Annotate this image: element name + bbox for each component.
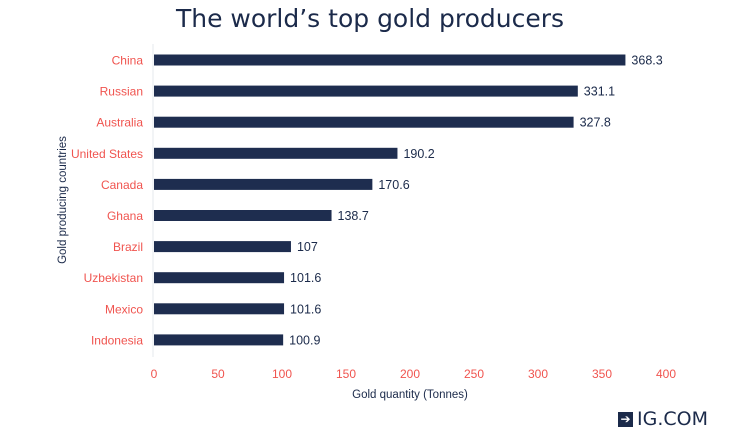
bar-mexico [154, 303, 285, 315]
category-label: Indonesia [91, 333, 143, 347]
bar-australia [154, 116, 574, 128]
value-label: 138.7 [338, 209, 369, 223]
bar-brazil [154, 241, 291, 253]
x-tick-label: 400 [656, 367, 676, 381]
chart-title: The world’s top gold producers [175, 4, 565, 33]
value-label: 100.9 [289, 333, 320, 347]
category-label: Russian [100, 85, 143, 99]
bar-united-states [154, 147, 398, 159]
bar-uzbekistan [154, 272, 285, 284]
value-label: 170.6 [378, 178, 409, 192]
x-tick-label: 200 [400, 367, 420, 381]
x-axis-label: Gold quantity (Tonnes) [352, 389, 468, 401]
bar-china [154, 54, 626, 66]
bar-russian [154, 85, 578, 97]
bar-canada [154, 178, 373, 190]
value-label: 331.1 [584, 85, 615, 99]
category-label: Ghana [107, 209, 143, 223]
category-label: China [112, 54, 144, 68]
x-tick-label: 300 [528, 367, 548, 381]
y-axis-label: Gold producing countries [57, 136, 69, 264]
bar-ghana [154, 210, 332, 221]
category-label: United States [71, 147, 143, 161]
value-label: 107 [297, 240, 318, 254]
category-label: Canada [101, 178, 143, 192]
category-label: Uzbekistan [84, 271, 143, 285]
value-label: 190.2 [403, 147, 434, 161]
x-tick-label: 150 [336, 367, 356, 381]
category-label: Brazil [113, 240, 143, 254]
x-tick-label: 350 [592, 367, 612, 381]
x-tick-label: 50 [211, 367, 225, 381]
category-label: Mexico [105, 302, 143, 316]
x-tick-label: 0 [151, 367, 158, 381]
logo-text: IG.COM [637, 408, 708, 430]
arrow-right-icon: ➔ [618, 411, 633, 427]
value-label: 101.6 [290, 302, 321, 316]
value-label: 327.8 [580, 116, 611, 130]
ig-logo: ➔ IG.COM [618, 408, 708, 430]
x-tick-label: 250 [464, 367, 484, 381]
x-tick-label: 100 [272, 367, 292, 381]
bar-indonesia [154, 334, 284, 346]
value-label: 101.6 [290, 271, 321, 285]
value-label: 368.3 [631, 54, 662, 68]
category-label: Australia [96, 116, 143, 130]
